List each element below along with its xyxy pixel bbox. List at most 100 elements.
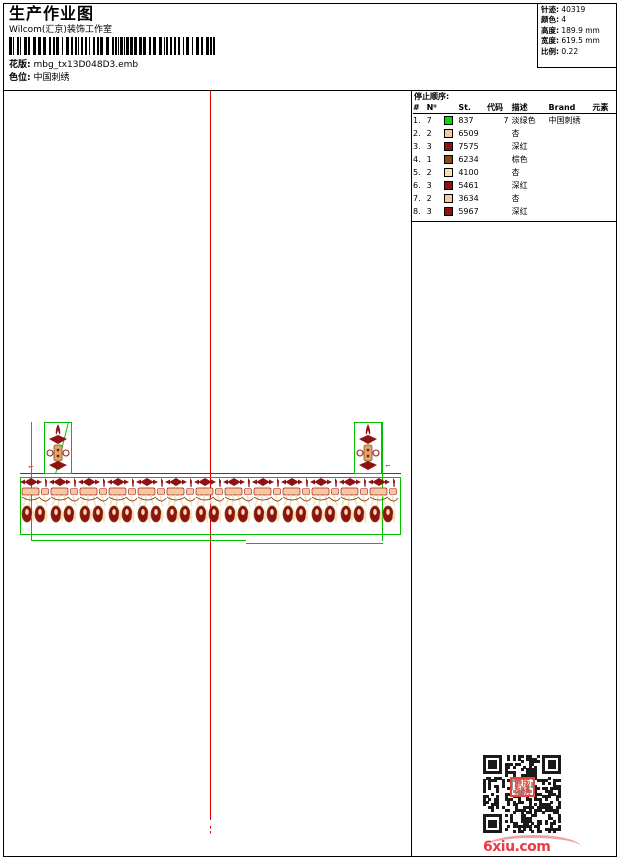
color-count-label: 颜色: (541, 15, 559, 25)
cell-brand (549, 166, 593, 179)
colorway-row: 色位: 中国刺绣 (9, 73, 70, 84)
cell-brand (549, 192, 593, 205)
cell-stops: 837 (458, 115, 474, 125)
left-origin-marker: ⌐ (28, 464, 34, 471)
cell-element (592, 192, 617, 205)
design-info-box: 针迹: 40319 颜色: 4 高度: 189.9 mm 宽度: 619.5 m… (537, 3, 617, 68)
design-bounding-box (20, 477, 401, 535)
stitch-count-value: 40319 (561, 5, 586, 14)
studio-subtitle: Wilcom(汇京)装饰工作室 (9, 25, 112, 35)
vertical-center-line (210, 91, 211, 820)
swoosh-decoration (485, 835, 581, 847)
motif-pattern-svg (20, 477, 399, 525)
cell-stops: 6509 (458, 128, 479, 138)
cell-needle: 3 (426, 141, 432, 151)
cell-brand (549, 127, 593, 140)
seal-line-2: 刺绣 (514, 787, 531, 796)
table-row[interactable]: 8. 3 5967 深红 (413, 205, 617, 218)
cell-index: 4. (413, 154, 421, 164)
cell-element (592, 179, 617, 192)
cell-needle: 3 (426, 180, 432, 190)
cell-needle: 1 (426, 154, 432, 164)
thread-color-swatch (443, 206, 453, 216)
cell-brand (549, 179, 593, 192)
left-pendant-outline (44, 422, 72, 474)
cell-brand (549, 205, 593, 218)
thread-color-swatch (443, 128, 453, 138)
thread-color-swatch (443, 193, 453, 203)
cell-description: 棕色 (511, 154, 528, 164)
right-origin-marker: ⌐ (385, 462, 391, 470)
header-panel: 生产作业图 Wilcom(汇京)装饰工作室 花版: mbg_tx13D048D3… (3, 3, 617, 91)
design-canvas: ⌐ ⌐ (4, 91, 411, 857)
left-pendant-motif (46, 424, 70, 470)
table-row[interactable]: 6. 3 5461 深红 (413, 179, 617, 192)
cell-index: 6. (413, 180, 421, 190)
cell-index: 5. (413, 167, 421, 177)
cell-description: 深红 (511, 206, 528, 216)
cell-swatch (443, 153, 459, 166)
cell-stops: 6234 (458, 154, 479, 164)
height-row: 高度: 189.9 mm (541, 26, 617, 36)
page-border (3, 3, 617, 857)
height-label: 高度: (541, 25, 559, 35)
width-value: 619.5 mm (561, 36, 600, 46)
col-code: 代码 (487, 102, 512, 114)
cell-code: 7 (503, 115, 509, 125)
cell-element (592, 140, 617, 153)
embroidery-motif-band (20, 477, 401, 535)
width-row: 宽度: 619.5 mm (541, 36, 617, 46)
cell-stops: 4100 (458, 167, 479, 177)
vertical-center-line-dash (210, 826, 211, 836)
height-value: 189.9 mm (561, 25, 600, 35)
table-header-row: # N⁰ St. 代码 描述 Brand 元素 (413, 102, 617, 114)
col-element: 元素 (592, 102, 617, 114)
right-pendant-motif (356, 424, 380, 470)
cell-code (487, 127, 512, 140)
qr-code[interactable] (483, 755, 562, 834)
cell-element (592, 153, 617, 166)
stitch-count-label: 针迹: (541, 5, 559, 14)
scale-row: 比例: 0.22 (541, 47, 617, 57)
col-needle: N⁰ (426, 102, 444, 114)
cell-needle: 7 (426, 115, 432, 125)
design-file-label: 花版: (9, 60, 31, 70)
colorway-label: 色位: (9, 73, 31, 83)
cell-index: 8. (413, 206, 421, 216)
col-description: 描述 (511, 102, 549, 114)
cell-stops: 5461 (458, 180, 479, 190)
cell-index: 2. (413, 128, 421, 138)
table-row[interactable]: 2. 2 6509 杏 (413, 127, 617, 140)
hoop-bottom-edge-left (31, 540, 246, 541)
cell-code (487, 153, 512, 166)
cell-swatch (443, 166, 459, 179)
cell-swatch (443, 140, 459, 153)
cell-description: 杏 (511, 128, 520, 138)
stitch-count-row: 针迹: 40319 (541, 5, 617, 15)
cell-swatch (443, 205, 459, 218)
table-row[interactable]: 7. 2 3634 杏 (413, 192, 617, 205)
cell-needle: 2 (426, 193, 432, 203)
cell-element (592, 166, 617, 179)
site-url-text: 6xiu.com (483, 839, 551, 855)
cell-swatch (443, 179, 459, 192)
table-row[interactable]: 4. 1 6234 棕色 (413, 153, 617, 166)
table-row[interactable]: 1. 7 837 7 淡绿色 中国刺绣 (413, 114, 617, 128)
cell-element (592, 205, 617, 218)
cell-index: 3. (413, 141, 421, 151)
col-brand: Brand (548, 102, 593, 114)
table-row[interactable]: 3. 3 7575 深红 (413, 140, 617, 153)
cell-description: 淡绿色 (511, 115, 536, 125)
cell-description: 杏 (511, 167, 520, 177)
cell-swatch (443, 127, 459, 140)
cell-description: 深红 (511, 180, 528, 190)
seal-line-1: 原版 (514, 779, 531, 788)
cell-code (487, 205, 512, 218)
table-row[interactable]: 5. 2 4100 杏 (413, 166, 617, 179)
design-file-row: 花版: mbg_tx13D048D3.emb (9, 60, 138, 71)
scale-value: 0.22 (561, 46, 579, 56)
cell-swatch (443, 114, 459, 128)
cell-code (487, 140, 512, 153)
stop-sequence-title: 停止顺序: (414, 92, 450, 101)
